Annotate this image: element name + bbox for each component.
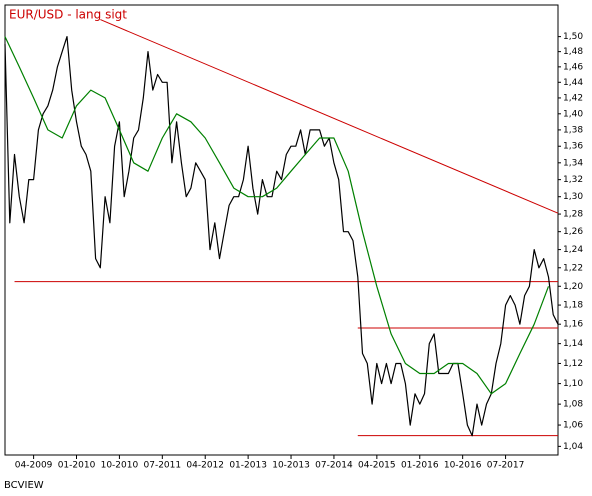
y-tick-label: 1,24 [563,245,583,255]
y-tick-label: 1,06 [563,421,583,431]
y-tick-label: 1,32 [563,175,583,185]
x-tick-label: 10-2016 [444,461,482,471]
y-tick-label: 1,04 [563,442,583,452]
chart-title: EUR/USD - lang sigt [9,8,127,22]
x-tick-label: 07-2017 [487,461,525,471]
x-tick-label: 01-2010 [58,461,96,471]
x-tick-label: 07-2014 [315,461,353,471]
x-tick-label: 01-2016 [401,461,439,471]
y-tick-label: 1,48 [563,47,583,57]
y-tick-label: 1,40 [563,109,583,119]
y-tick-label: 1,16 [563,320,583,330]
y-tick-label: 1,20 [563,282,583,292]
x-tick-label: 10-2013 [272,461,310,471]
y-tick-label: 1,12 [563,359,583,369]
plot-frame [4,4,559,456]
series-line [4,36,550,395]
series-line [4,36,559,437]
y-tick-label: 1,34 [563,158,583,168]
y-tick-label: 1,30 [563,192,583,202]
x-tick-label: 04-2009 [15,461,53,471]
reference-line [100,19,559,214]
x-tick-label: 10-2010 [101,461,139,471]
y-tick-label: 1,22 [563,263,583,273]
y-tick-label: 1,44 [563,78,583,88]
y-tick-label: 1,46 [563,62,583,72]
x-tick-label: 04-2012 [186,461,224,471]
y-tick-label: 1,18 [563,301,583,311]
y-tick-label: 1,08 [563,400,583,410]
y-tick-label: 1,50 [563,32,583,42]
source-label: BCVIEW [4,480,44,491]
y-tick-label: 1,26 [563,227,583,237]
y-tick-label: 1,42 [563,93,583,103]
x-tick-label: 01-2013 [229,461,267,471]
y-tick-label: 1,38 [563,125,583,135]
x-tick-label: 04-2015 [358,461,396,471]
y-tick-label: 1,28 [563,210,583,220]
y-tick-label: 1,10 [563,379,583,389]
y-tick-label: 1,14 [563,339,583,349]
x-tick-label: 07-2011 [144,461,182,471]
y-tick-label: 1,36 [563,142,583,152]
